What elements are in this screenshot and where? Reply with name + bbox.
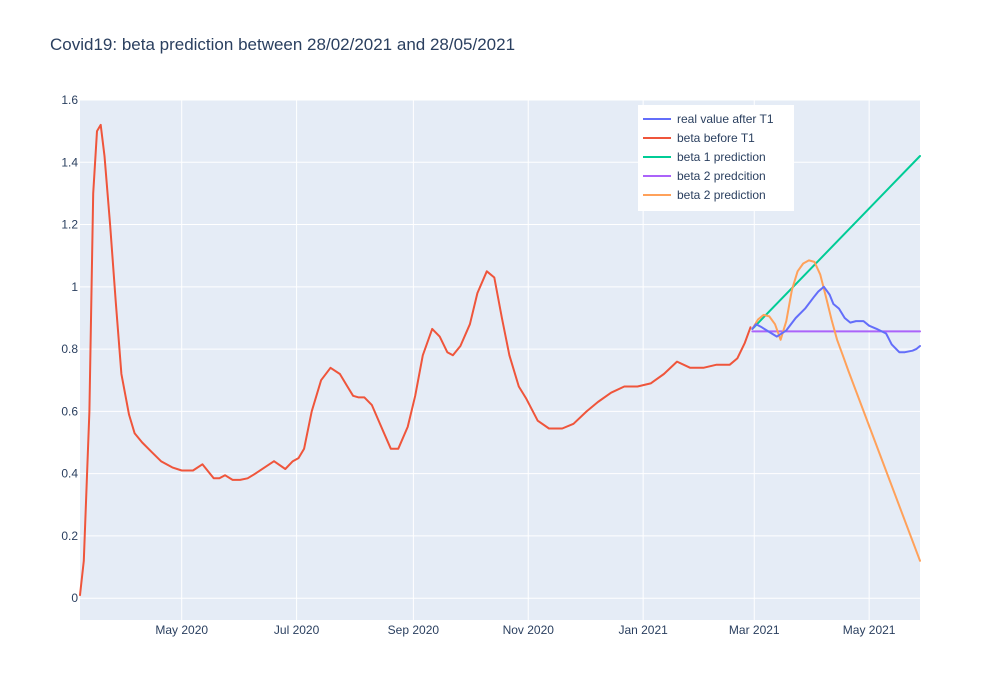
- y-tick-label: 0.4: [61, 467, 78, 481]
- x-tick-label: Mar 2021: [729, 623, 780, 637]
- series-line-beta-before-t1-1: [79, 123, 752, 597]
- legend-item[interactable]: beta 2 prediction: [643, 188, 766, 202]
- gridlines: [80, 99, 920, 620]
- series-line-beta-2-prediction-4: [751, 259, 921, 562]
- series-lines: [79, 123, 921, 597]
- legend-item[interactable]: beta 1 prediction: [643, 150, 766, 164]
- y-tick-label: 1.6: [61, 93, 78, 107]
- x-axis: May 2020 Jul 2020 Sep 2020 Nov 2020 Jan 2021…: [155, 623, 895, 637]
- x-tick-label: Jan 2021: [618, 623, 668, 637]
- legend-label: real value after T1: [677, 112, 774, 126]
- y-tick-label: 1: [71, 280, 78, 294]
- y-axis: 0 0.2 0.4 0.6 0.8 1 1.2 1.4 1.6: [61, 93, 78, 605]
- x-tick-label: May 2020: [155, 623, 208, 637]
- chart-title: Covid19: beta prediction between 28/02/2…: [50, 35, 515, 54]
- x-tick-label: Sep 2020: [388, 623, 440, 637]
- series-line-beta-1-prediction-2: [751, 155, 921, 330]
- y-tick-label: 0.2: [61, 529, 78, 543]
- legend-item[interactable]: real value after T1: [643, 112, 774, 126]
- y-tick-label: 0.6: [61, 404, 78, 418]
- y-tick-label: 0: [71, 591, 78, 605]
- x-tick-label: Nov 2020: [503, 623, 555, 637]
- legend-item[interactable]: beta before T1: [643, 131, 755, 145]
- legend-label: beta 2 predcition: [677, 169, 766, 183]
- y-tick-label: 0.8: [61, 342, 78, 356]
- legend-item[interactable]: beta 2 predcition: [643, 169, 766, 183]
- legend-label: beta 1 prediction: [677, 150, 766, 164]
- y-tick-label: 1.4: [61, 155, 78, 169]
- y-tick-label: 1.2: [61, 218, 78, 232]
- x-tick-label: May 2021: [843, 623, 896, 637]
- legend[interactable]: real value after T1 beta before T1 beta 1 …: [638, 105, 794, 211]
- x-tick-label: Jul 2020: [274, 623, 320, 637]
- legend-label: beta before T1: [677, 131, 755, 145]
- legend-label: beta 2 prediction: [677, 188, 766, 202]
- series-line-real-value-after-t1-0: [751, 285, 921, 354]
